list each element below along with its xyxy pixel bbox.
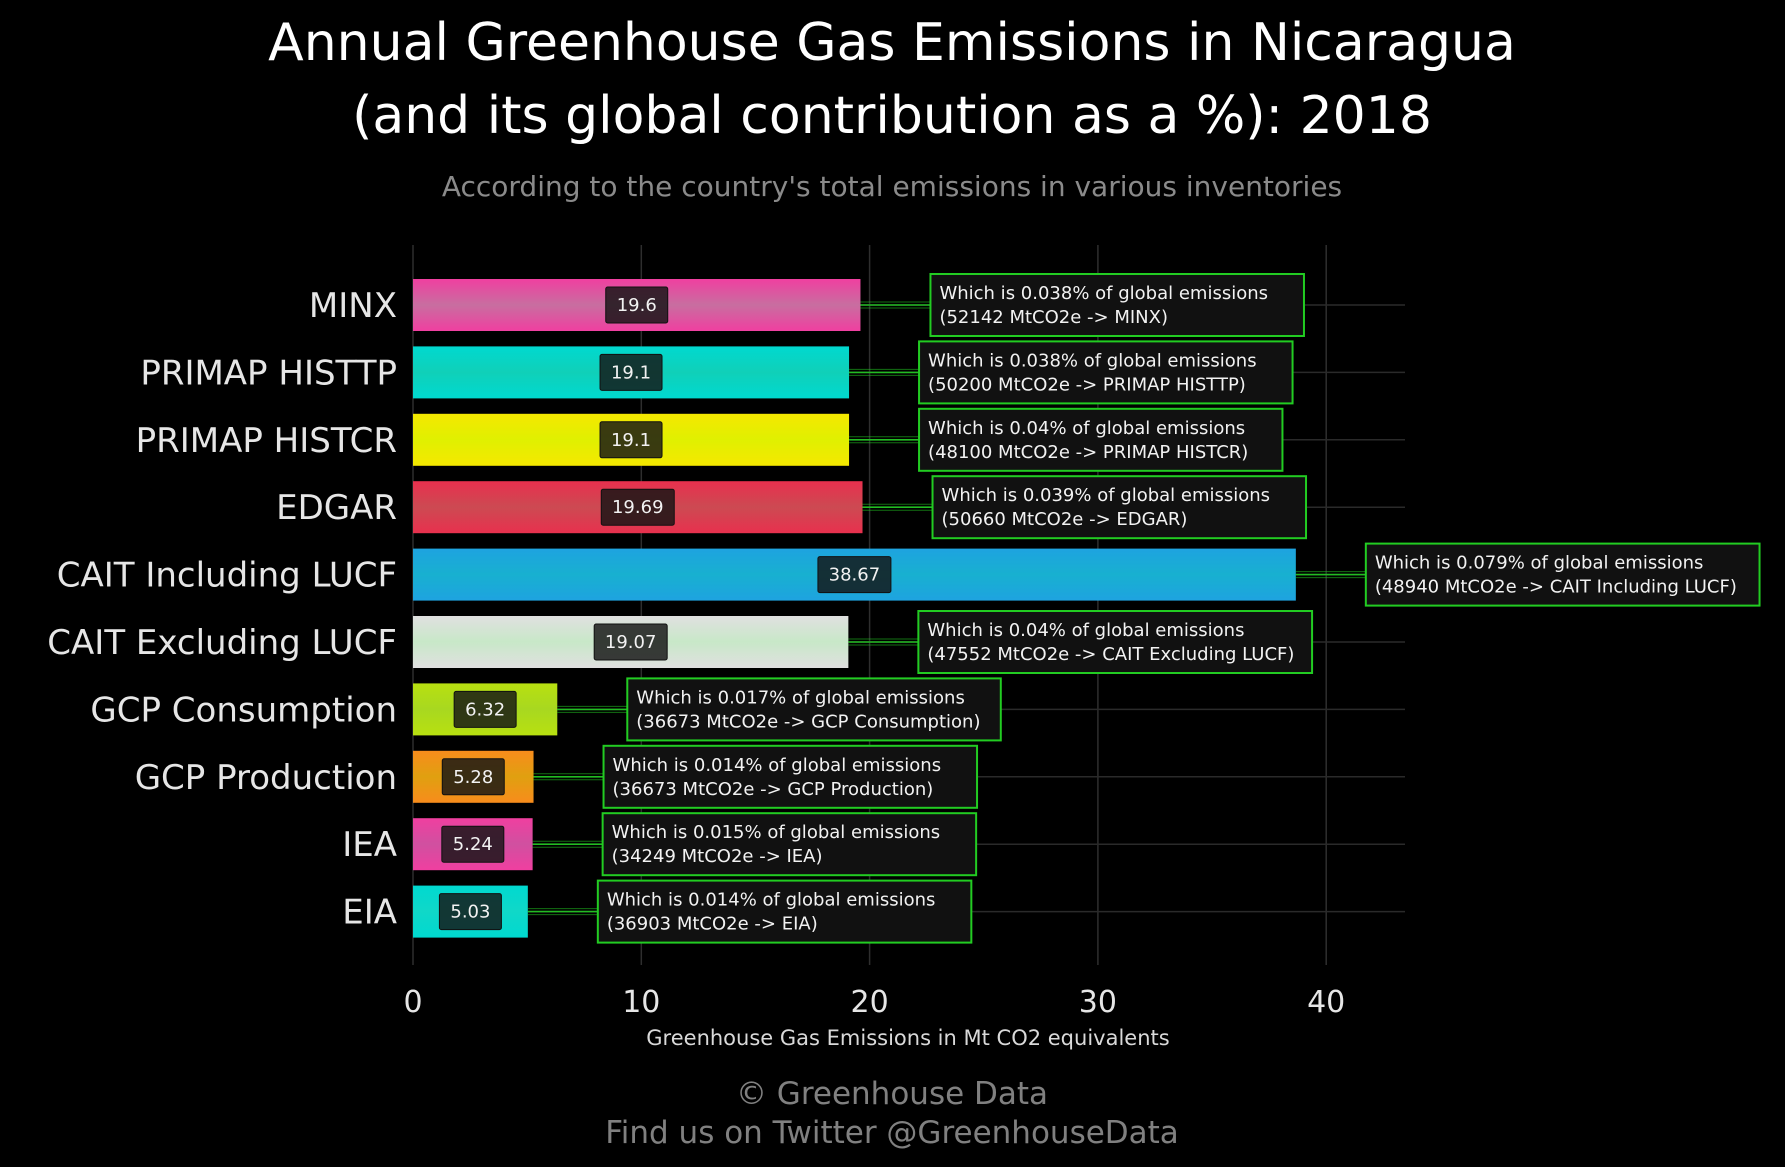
annotation-box (929, 273, 1305, 337)
category-label: EIA (342, 893, 397, 933)
category-label: IEA (342, 825, 397, 865)
x-tick-label: 10 (622, 985, 660, 1020)
value-label: 6.32 (465, 699, 505, 720)
annotation-line2: (34249 MtCO2e -> IEA) (612, 846, 823, 867)
annotation-line2: (36673 MtCO2e -> GCP Production) (613, 779, 934, 800)
annotation-box (601, 812, 978, 877)
category-label: GCP Consumption (90, 690, 397, 730)
value-label-box (599, 421, 663, 459)
value-label: 19.07 (605, 632, 657, 653)
annotation-line1: Which is 0.038% of global emissions (928, 350, 1257, 371)
credit-line2: Find us on Twitter @GreenhouseData (605, 1115, 1179, 1151)
annotation-box (626, 677, 1002, 742)
annotation-line1: Which is 0.039% of global emissions (942, 485, 1271, 506)
annotation-box (931, 475, 1308, 540)
x-tick-labels: 0 10 20 30 40 (403, 985, 1345, 1020)
value-label-box (438, 893, 502, 931)
annotation-line1: Which is 0.014% of global emissions (613, 755, 942, 776)
value-label: 19.6 (617, 295, 657, 316)
value-label: 19.1 (611, 362, 651, 383)
annotation-box (1364, 542, 1761, 607)
chart-subtitle: According to the country's total emissio… (442, 170, 1342, 203)
category-labels: MINX PRIMAP HISTTP PRIMAP HISTCR EDGAR CAIT … (47, 286, 397, 933)
annotation-line1: Which is 0.015% of global emissions (612, 822, 941, 843)
value-label: 19.69 (612, 497, 664, 518)
annotation-line1: Which is 0.017% of global emissions (636, 687, 965, 708)
category-label: MINX (309, 286, 397, 326)
value-label-box (817, 556, 892, 594)
value-label-box (441, 825, 505, 863)
value-label-box (600, 488, 675, 526)
annotation-line2: (48100 MtCO2e -> PRIMAP HISTCR) (928, 442, 1248, 463)
annotation-line1: Which is 0.04% of global emissions (928, 418, 1245, 439)
chart-title-line2: (and its global contribution as a %): 20… (352, 86, 1432, 146)
annotation-line2: (50200 MtCO2e -> PRIMAP HISTTP) (928, 374, 1246, 395)
bars: 19.6 Which is 0.038% of global emissions (… (413, 273, 1761, 944)
annotation-line2: (48940 MtCO2e -> CAIT Including LUCF) (1375, 577, 1737, 598)
annotation-line1: Which is 0.014% of global emissions (607, 890, 936, 911)
annotation-line2: (50660 MtCO2e -> EDGAR) (942, 509, 1188, 530)
credit-line1: © Greenhouse Data (736, 1076, 1048, 1112)
chart-title-line1: Annual Greenhouse Gas Emissions in Nicar… (268, 13, 1516, 73)
value-label: 5.28 (453, 767, 493, 788)
category-label: CAIT Including LUCF (57, 556, 397, 596)
x-tick-label: 0 (403, 985, 422, 1020)
value-label: 38.67 (829, 565, 881, 586)
category-label: EDGAR (276, 488, 397, 528)
category-label: CAIT Excluding LUCF (47, 623, 397, 663)
value-label-box (593, 623, 668, 661)
value-label-box (453, 690, 517, 728)
category-label: PRIMAP HISTTP (140, 353, 397, 393)
annotation-box (596, 879, 973, 944)
annotation-line2: (52142 MtCO2e -> MINX) (939, 307, 1168, 328)
annotation-line2: (47552 MtCO2e -> CAIT Excluding LUCF) (927, 644, 1294, 665)
value-label-box (605, 286, 669, 324)
value-label: 19.1 (611, 430, 651, 451)
annotation-box (918, 340, 1294, 405)
annotation-line1: Which is 0.04% of global emissions (927, 620, 1244, 641)
value-label: 5.03 (450, 902, 490, 923)
annotation-line1: Which is 0.079% of global emissions (1375, 553, 1704, 574)
x-tick-label: 20 (851, 985, 889, 1020)
annotation-box (602, 744, 979, 809)
annotation-box (918, 407, 1284, 472)
x-axis-label: Greenhouse Gas Emissions in Mt CO2 equiv… (646, 1026, 1169, 1050)
category-label: PRIMAP HISTCR (136, 421, 397, 461)
value-label-box (441, 758, 505, 796)
annotation-line1: Which is 0.038% of global emissions (939, 283, 1268, 304)
annotation-line2: (36903 MtCO2e -> EIA) (607, 914, 818, 935)
x-tick-label: 30 (1079, 985, 1117, 1020)
annotation-line2: (36673 MtCO2e -> GCP Consumption) (636, 711, 980, 732)
x-tick-label: 40 (1307, 985, 1345, 1020)
category-label: GCP Production (135, 758, 397, 798)
value-label: 5.24 (453, 834, 493, 855)
annotation-box (917, 610, 1314, 674)
value-label-box (599, 353, 663, 391)
